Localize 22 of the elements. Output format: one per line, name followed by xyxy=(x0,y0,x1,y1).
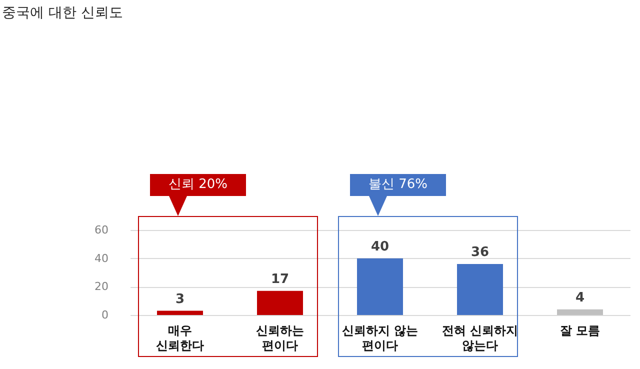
bar xyxy=(457,264,503,315)
x-tick-label: 전혀 신뢰하지 않는다 xyxy=(442,324,518,352)
bar xyxy=(557,309,603,315)
bar xyxy=(157,310,203,315)
callout: 불신 76% xyxy=(350,174,446,216)
y-tick-label: 60 xyxy=(94,224,108,236)
data-label: 40 xyxy=(370,239,390,254)
bar xyxy=(357,258,403,315)
x-tick-label: 매우 신뢰한다 xyxy=(156,324,204,352)
data-label: 4 xyxy=(575,290,585,306)
bar xyxy=(257,290,303,315)
y-tick-label: 40 xyxy=(94,252,108,265)
y-tick-label: 0 xyxy=(102,308,108,322)
x-tick-label: 잘 모름 xyxy=(560,324,600,338)
data-label: 17 xyxy=(270,272,290,287)
x-tick-label: 신뢰하는 편이다 xyxy=(256,324,304,352)
data-label: 3 xyxy=(175,292,185,307)
data-label: 36 xyxy=(470,245,490,260)
callout: 신뢰 20% xyxy=(150,174,246,216)
y-tick-label: 20 xyxy=(94,280,108,294)
chart-title: 중국에 대한 신뢰도 xyxy=(2,4,123,22)
x-tick-label: 신뢰하지 않는 편이다 xyxy=(342,324,418,352)
